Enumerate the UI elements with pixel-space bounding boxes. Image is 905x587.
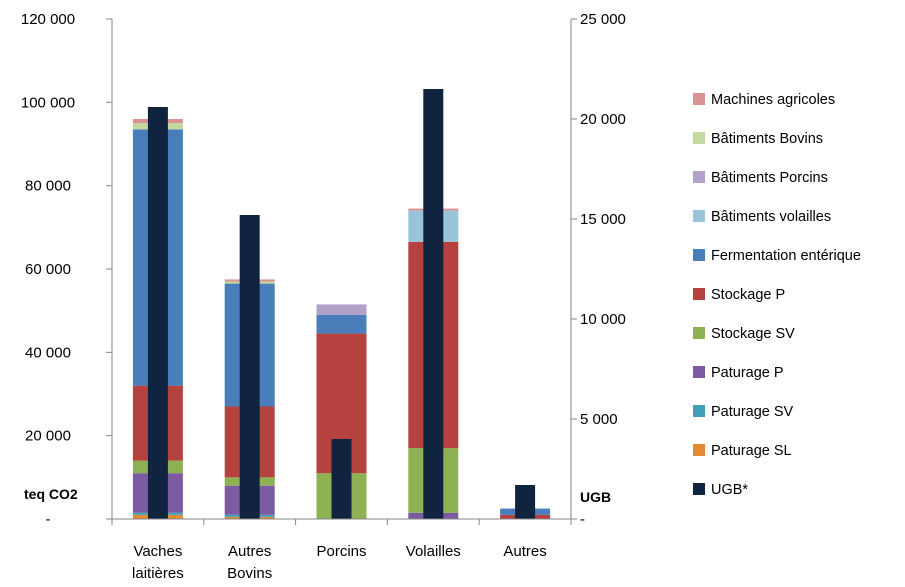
- legend-item-paturage-sv: Paturage SV: [693, 404, 794, 420]
- legend-item-paturage-p: Paturage P: [693, 365, 784, 381]
- legend-label: Bâtiments Bovins: [711, 131, 823, 147]
- category-label: Vaches: [133, 543, 182, 560]
- legend-swatch: [693, 132, 705, 144]
- category-label: Autres: [503, 543, 546, 560]
- legend-swatch: [693, 483, 705, 495]
- category-label: Autres: [228, 543, 271, 560]
- legend-item-stockage-sv: Stockage SV: [693, 326, 795, 342]
- ugb-bar: [331, 439, 352, 519]
- legend-swatch: [693, 210, 705, 222]
- legend-label: Stockage SV: [711, 326, 795, 342]
- right-tick-label: 25 000: [580, 11, 626, 28]
- left-tick-label: 80 000: [25, 178, 71, 195]
- right-tick-label: 10 000: [580, 311, 626, 328]
- legend-swatch: [693, 288, 705, 300]
- legend-item-ugb: UGB*: [693, 482, 748, 498]
- legend-label: Paturage SL: [711, 443, 792, 459]
- labels-group: - 20 000 40 000 60 000 80 000 100 000 120 000 -…: [21, 11, 626, 582]
- category-label: Volailles: [406, 543, 461, 560]
- ugb-bar: [515, 485, 536, 519]
- axes-group: [106, 18, 577, 525]
- legend-item-machines-agricoles: Machines agricoles: [693, 92, 835, 108]
- ugb-bars-group: [147, 89, 536, 519]
- right-tick-label: 15 000: [580, 211, 626, 228]
- legend-swatch: [693, 93, 705, 105]
- legend-swatch: [693, 171, 705, 183]
- left-tick-label: 100 000: [21, 94, 75, 111]
- legend-swatch: [693, 327, 705, 339]
- left-tick-label: -: [46, 511, 51, 528]
- legend-item-batiments-porcins: Bâtiments Porcins: [693, 170, 828, 186]
- legend-item-paturage-sl: Paturage SL: [693, 443, 792, 459]
- legend-swatch: [693, 444, 705, 456]
- left-unit-label: teq CO2: [24, 486, 78, 502]
- legend-item-batiments-volailles: Bâtiments volailles: [693, 209, 831, 225]
- legend-swatch: [693, 405, 705, 417]
- legend-label: UGB*: [711, 482, 748, 498]
- category-label: Bovins: [227, 565, 272, 582]
- category-label: Porcins: [316, 543, 366, 560]
- bar-segment-batiments-porcins: [316, 304, 367, 315]
- category-label: laitières: [132, 565, 184, 582]
- legend-label: Paturage SV: [711, 404, 794, 420]
- legend-swatch: [693, 366, 705, 378]
- legend-label: Paturage P: [711, 365, 784, 381]
- right-tick-label: 20 000: [580, 111, 626, 128]
- legend: Machines agricoles Bâtiments Bovins Bâtime…: [693, 92, 861, 498]
- legend-label: Bâtiments Porcins: [711, 170, 828, 186]
- left-tick-label: 40 000: [25, 344, 71, 361]
- legend-label: Stockage P: [711, 287, 785, 303]
- legend-item-batiments-bovins: Bâtiments Bovins: [693, 131, 823, 147]
- right-unit-label: UGB: [580, 489, 611, 505]
- legend-label: Machines agricoles: [711, 92, 835, 108]
- legend-item-fermentation-enterique: Fermentation entérique: [693, 248, 861, 264]
- legend-swatch: [693, 249, 705, 261]
- ugb-bar: [239, 215, 260, 519]
- right-tick-label: -: [580, 511, 585, 528]
- ugb-bar: [423, 89, 444, 519]
- legend-item-stockage-p: Stockage P: [693, 287, 785, 303]
- left-tick-label: 20 000: [25, 428, 71, 445]
- left-tick-label: 60 000: [25, 261, 71, 278]
- legend-label: Bâtiments volailles: [711, 209, 831, 225]
- left-tick-label: 120 000: [21, 11, 75, 28]
- bar-segment-fermentation-enterique: [316, 314, 367, 334]
- ugb-bar: [147, 107, 168, 519]
- right-tick-label: 5 000: [580, 411, 618, 428]
- legend-label: Fermentation entérique: [711, 248, 861, 264]
